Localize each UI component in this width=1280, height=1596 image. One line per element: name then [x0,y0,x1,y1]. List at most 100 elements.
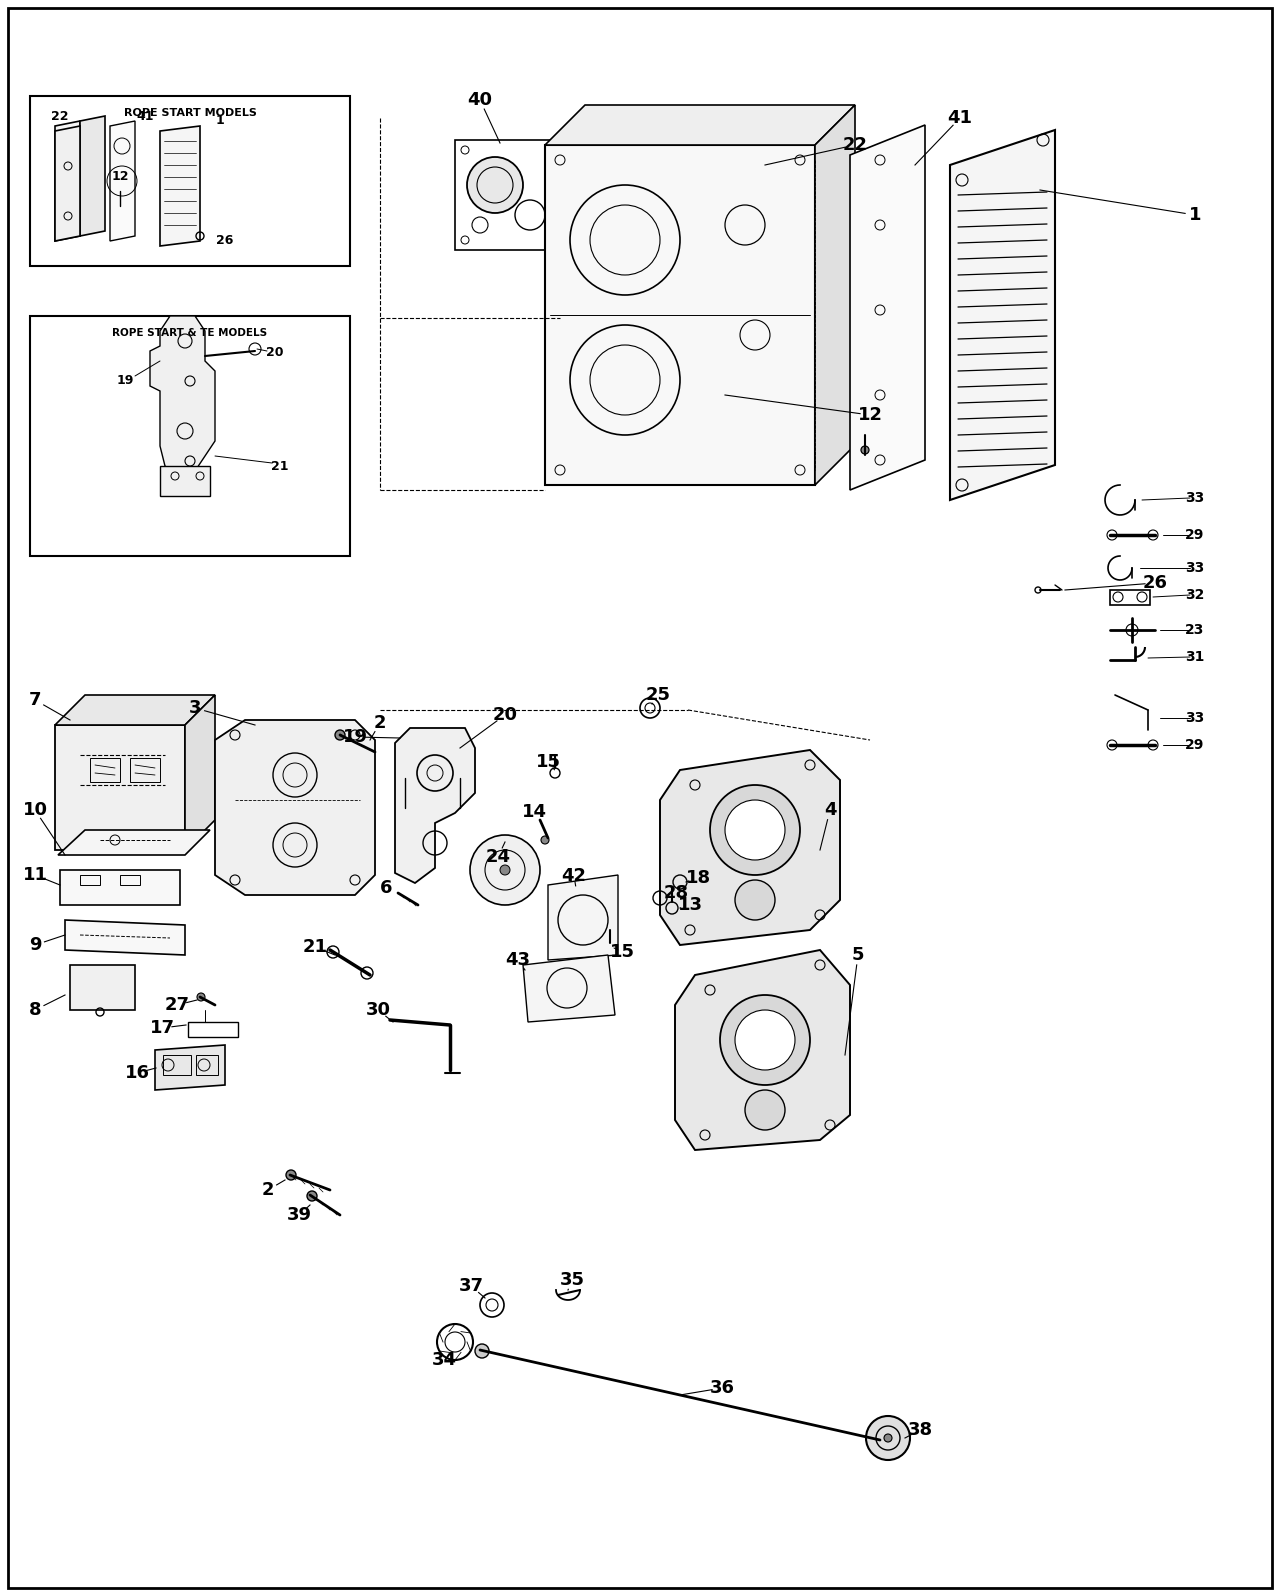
Polygon shape [950,129,1055,500]
Circle shape [861,445,869,453]
Polygon shape [186,694,215,851]
Text: 24: 24 [485,847,511,867]
Text: 29: 29 [1185,528,1204,543]
Circle shape [541,836,549,844]
Bar [163,1055,191,1076]
Circle shape [467,156,524,212]
Bar [160,466,210,496]
Polygon shape [58,830,210,855]
Polygon shape [396,728,475,883]
Polygon shape [675,950,850,1151]
Text: 34: 34 [431,1350,457,1369]
Text: 1: 1 [215,115,224,128]
Text: 29: 29 [1185,737,1204,752]
Polygon shape [55,121,79,241]
Polygon shape [524,954,614,1021]
Bar [188,1021,238,1037]
Text: 15: 15 [609,943,635,961]
Text: 4: 4 [824,801,836,819]
Text: 36: 36 [709,1379,735,1396]
Text: 33: 33 [1185,710,1204,725]
Text: 33: 33 [1185,562,1204,575]
Text: 17: 17 [150,1018,174,1037]
Text: 28: 28 [663,884,689,902]
Circle shape [197,993,205,1001]
Polygon shape [55,725,186,851]
Text: 22: 22 [51,110,69,123]
Text: 40: 40 [467,91,493,109]
Text: 7: 7 [28,691,41,709]
Text: 39: 39 [287,1207,311,1224]
Text: 32: 32 [1185,587,1204,602]
Text: 8: 8 [28,1001,41,1018]
Circle shape [307,1191,317,1202]
Circle shape [285,1170,296,1179]
Polygon shape [65,919,186,954]
Text: 26: 26 [1143,575,1167,592]
Text: 18: 18 [685,868,710,887]
Text: 27: 27 [165,996,189,1013]
Polygon shape [155,1045,225,1090]
Circle shape [867,1416,910,1460]
Text: 26: 26 [216,235,234,247]
Text: 5: 5 [851,946,864,964]
Polygon shape [160,126,200,246]
Text: 41: 41 [947,109,973,128]
Bar [120,875,140,886]
Polygon shape [55,126,79,241]
Text: 43: 43 [506,951,530,969]
Text: 11: 11 [23,867,47,884]
Polygon shape [110,121,134,241]
Polygon shape [660,750,840,945]
Text: 2: 2 [261,1181,274,1199]
Text: 37: 37 [458,1277,484,1294]
Text: 13: 13 [677,895,703,915]
Text: 12: 12 [111,169,129,182]
Bar [29,316,349,555]
Text: 22: 22 [842,136,868,153]
Polygon shape [55,694,215,725]
Polygon shape [70,966,134,1010]
Bar [79,875,100,886]
Bar [29,96,349,267]
Bar [454,140,564,251]
Text: 33: 33 [1185,492,1204,504]
Circle shape [710,785,800,875]
Circle shape [719,994,810,1085]
Circle shape [884,1433,892,1443]
Text: 35: 35 [559,1270,585,1290]
Polygon shape [548,875,618,961]
Text: 1: 1 [1189,206,1201,223]
Text: 21: 21 [302,938,328,956]
Polygon shape [60,870,180,905]
Text: 30: 30 [366,1001,390,1018]
Text: 15: 15 [535,753,561,771]
Polygon shape [79,117,105,236]
Circle shape [735,879,774,919]
Text: 6: 6 [380,879,392,897]
Polygon shape [850,124,925,490]
Text: 20: 20 [266,346,284,359]
Text: 25: 25 [645,686,671,704]
Text: 9: 9 [28,935,41,954]
Text: ROPE START & TE MODELS: ROPE START & TE MODELS [113,329,268,338]
Bar [90,758,120,782]
Circle shape [1126,624,1138,635]
Circle shape [735,1010,795,1069]
Text: 2: 2 [374,713,387,733]
Text: 16: 16 [124,1065,150,1082]
Polygon shape [215,720,375,895]
Circle shape [724,800,785,860]
Text: 21: 21 [271,460,289,472]
Bar [131,758,160,782]
Text: ROPE START MODELS: ROPE START MODELS [124,109,256,118]
Bar [196,1055,218,1076]
Text: 10: 10 [23,801,47,819]
Text: 20: 20 [493,705,517,725]
Text: 42: 42 [562,867,586,886]
Text: 23: 23 [1185,622,1204,637]
Bar [545,145,815,485]
Circle shape [335,729,346,741]
Text: 19: 19 [116,375,133,388]
Circle shape [500,865,509,875]
